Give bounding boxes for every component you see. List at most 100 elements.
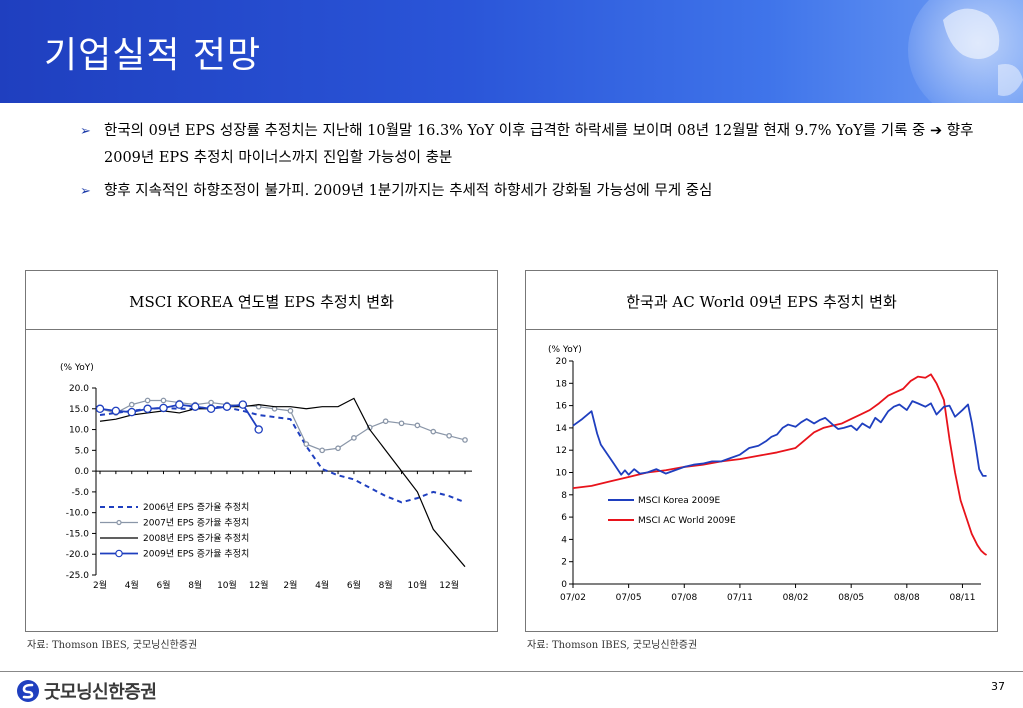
right-chart-title: 한국과 AC World 09년 EPS 추정치 변화 [526, 271, 997, 330]
x-tick-label: 4월 [125, 579, 139, 591]
x-tick-label: 07/05 [616, 593, 642, 603]
company-logo: 굿모닝신한증권 [16, 678, 157, 704]
y-tick-label: 2 [561, 558, 567, 568]
data-point [159, 403, 168, 413]
data-point [206, 404, 216, 414]
legend-label: 2006년 EPS 증가율 추정치 [143, 501, 249, 513]
x-tick-label: 6월 [347, 579, 361, 591]
data-point [143, 404, 152, 414]
legend-label: 2009년 EPS 증가율 추정치 [143, 548, 249, 560]
y-tick-label: 6 [561, 513, 567, 523]
x-tick-label: 8월 [379, 579, 393, 591]
bullet-text: 향후 지속적인 하향조정이 불가피. 2009년 1분기까지는 추세적 하향세가… [104, 183, 713, 199]
x-tick-label: 4월 [315, 579, 329, 591]
y-tick-label: 10 [556, 469, 568, 479]
left-source: 자료: Thomson IBES, 굿모닝신한증권 [27, 640, 198, 651]
y-tick-label: 12 [556, 446, 567, 456]
legend-marker [115, 549, 123, 558]
series-line-1 [572, 400, 987, 477]
arrow-bullet-icon: ➢ [80, 124, 91, 139]
header-banner: 기업실적 전망 [0, 0, 1023, 103]
legend-label: 2008년 EPS 증가율 추정치 [143, 532, 249, 544]
left-chart-title: MSCI KOREA 연도별 EPS 추정치 변화 [26, 271, 497, 330]
globe-icon [908, 0, 1023, 103]
company-name: 굿모닝신한증권 [44, 682, 157, 703]
y-tick-label: 14 [556, 424, 568, 434]
legend-label: MSCI AC World 2009E [638, 516, 736, 526]
data-point [287, 408, 294, 414]
y-tick-label: -10.0 [66, 509, 90, 519]
data-point [430, 428, 437, 435]
x-tick-label: 08/11 [949, 593, 975, 603]
y-tick-label: 20 [556, 357, 568, 367]
data-point [222, 402, 232, 411]
x-tick-label: 2월 [93, 579, 107, 591]
right-source: 자료: Thomson IBES, 굿모닝신한증권 [527, 640, 698, 651]
y-tick-label: 0 [561, 580, 567, 590]
bullet-list: ➢ 한국의 09년 EPS 성장률 추정치는 지난해 10월말 16.3% Yo… [80, 118, 980, 205]
data-point [111, 406, 121, 416]
y-axis-label: (% YoY) [60, 363, 94, 373]
data-point [335, 445, 341, 452]
x-tick-label: 2월 [283, 579, 297, 591]
data-point [128, 401, 135, 408]
left-chart-panel: MSCI KOREA 연도별 EPS 추정치 변화 (% YoY) 20.0 15.… [25, 270, 498, 632]
y-tick-label: 10.0 [69, 426, 89, 436]
x-tick-label: 12월 [439, 579, 459, 591]
data-point [351, 435, 357, 441]
left-chart: (% YoY) 20.0 15.0 10.0 5.0 0.0 -5.0 -10.0 -15.0 -… [60, 363, 472, 591]
data-point [398, 420, 405, 427]
data-point [238, 400, 248, 409]
legend-marker [116, 519, 122, 526]
y-tick-label: 8 [561, 491, 567, 501]
data-point [382, 418, 389, 425]
company-logo-icon [17, 680, 39, 702]
data-point [95, 404, 105, 414]
data-point [190, 402, 200, 411]
x-tick-label: 07/02 [560, 593, 586, 603]
legend-label: 2007년 EPS 증가율 추정치 [143, 517, 249, 529]
data-point [254, 425, 263, 434]
y-tick-label: 18 [556, 379, 568, 389]
page-title: 기업실적 전망 [44, 35, 262, 76]
data-point [208, 399, 214, 406]
data-point [303, 441, 310, 447]
x-tick-label: 8월 [188, 579, 202, 591]
arrow-bullet-icon: ➢ [80, 184, 91, 199]
y-tick-label: 0.0 [75, 467, 90, 477]
data-point [462, 437, 468, 443]
data-point [175, 400, 184, 409]
y-tick-label: 15.0 [69, 405, 89, 415]
data-point [127, 407, 136, 417]
legend-label: MSCI Korea 2009E [638, 496, 721, 506]
y-tick-label: 5.0 [75, 446, 90, 456]
series-line-2 [572, 373, 988, 556]
series-line-1 [99, 405, 466, 504]
x-tick-label: 08/05 [838, 593, 864, 603]
x-tick-label: 07/08 [671, 593, 697, 603]
bullet-item: ➢ 향후 지속적인 하향조정이 불가피. 2009년 1분기까지는 추세적 하향… [80, 178, 980, 205]
y-axis-label: (% YoY) [548, 345, 582, 355]
y-tick-label: -15.0 [66, 529, 90, 539]
x-tick-label: 10월 [217, 579, 237, 591]
right-chart-panel: 한국과 AC World 09년 EPS 추정치 변화 (% YoY) 20 18 1… [525, 270, 998, 632]
y-tick-label: 4 [561, 535, 567, 545]
y-tick-label: 16 [556, 402, 568, 412]
x-tick-label: 10월 [408, 579, 428, 591]
data-point [319, 447, 326, 454]
y-tick-label: -25.0 [66, 571, 90, 581]
data-point [160, 397, 167, 404]
x-tick-label: 12월 [249, 579, 269, 591]
page-number: 37 [991, 680, 1005, 693]
x-tick-label: 07/11 [727, 593, 753, 603]
bullet-text: 한국의 09년 EPS 성장률 추정치는 지난해 10월말 16.3% YoY … [104, 123, 974, 166]
x-tick-label: 6월 [156, 579, 170, 591]
x-tick-label: 08/08 [894, 593, 920, 603]
data-point [144, 397, 151, 404]
x-tick-label: 08/02 [783, 593, 809, 603]
bullet-item: ➢ 한국의 09년 EPS 성장률 추정치는 지난해 10월말 16.3% Yo… [80, 118, 980, 172]
footer-divider [0, 671, 1023, 672]
y-tick-label: -5.0 [71, 488, 89, 498]
y-tick-label: 20.0 [69, 384, 89, 394]
